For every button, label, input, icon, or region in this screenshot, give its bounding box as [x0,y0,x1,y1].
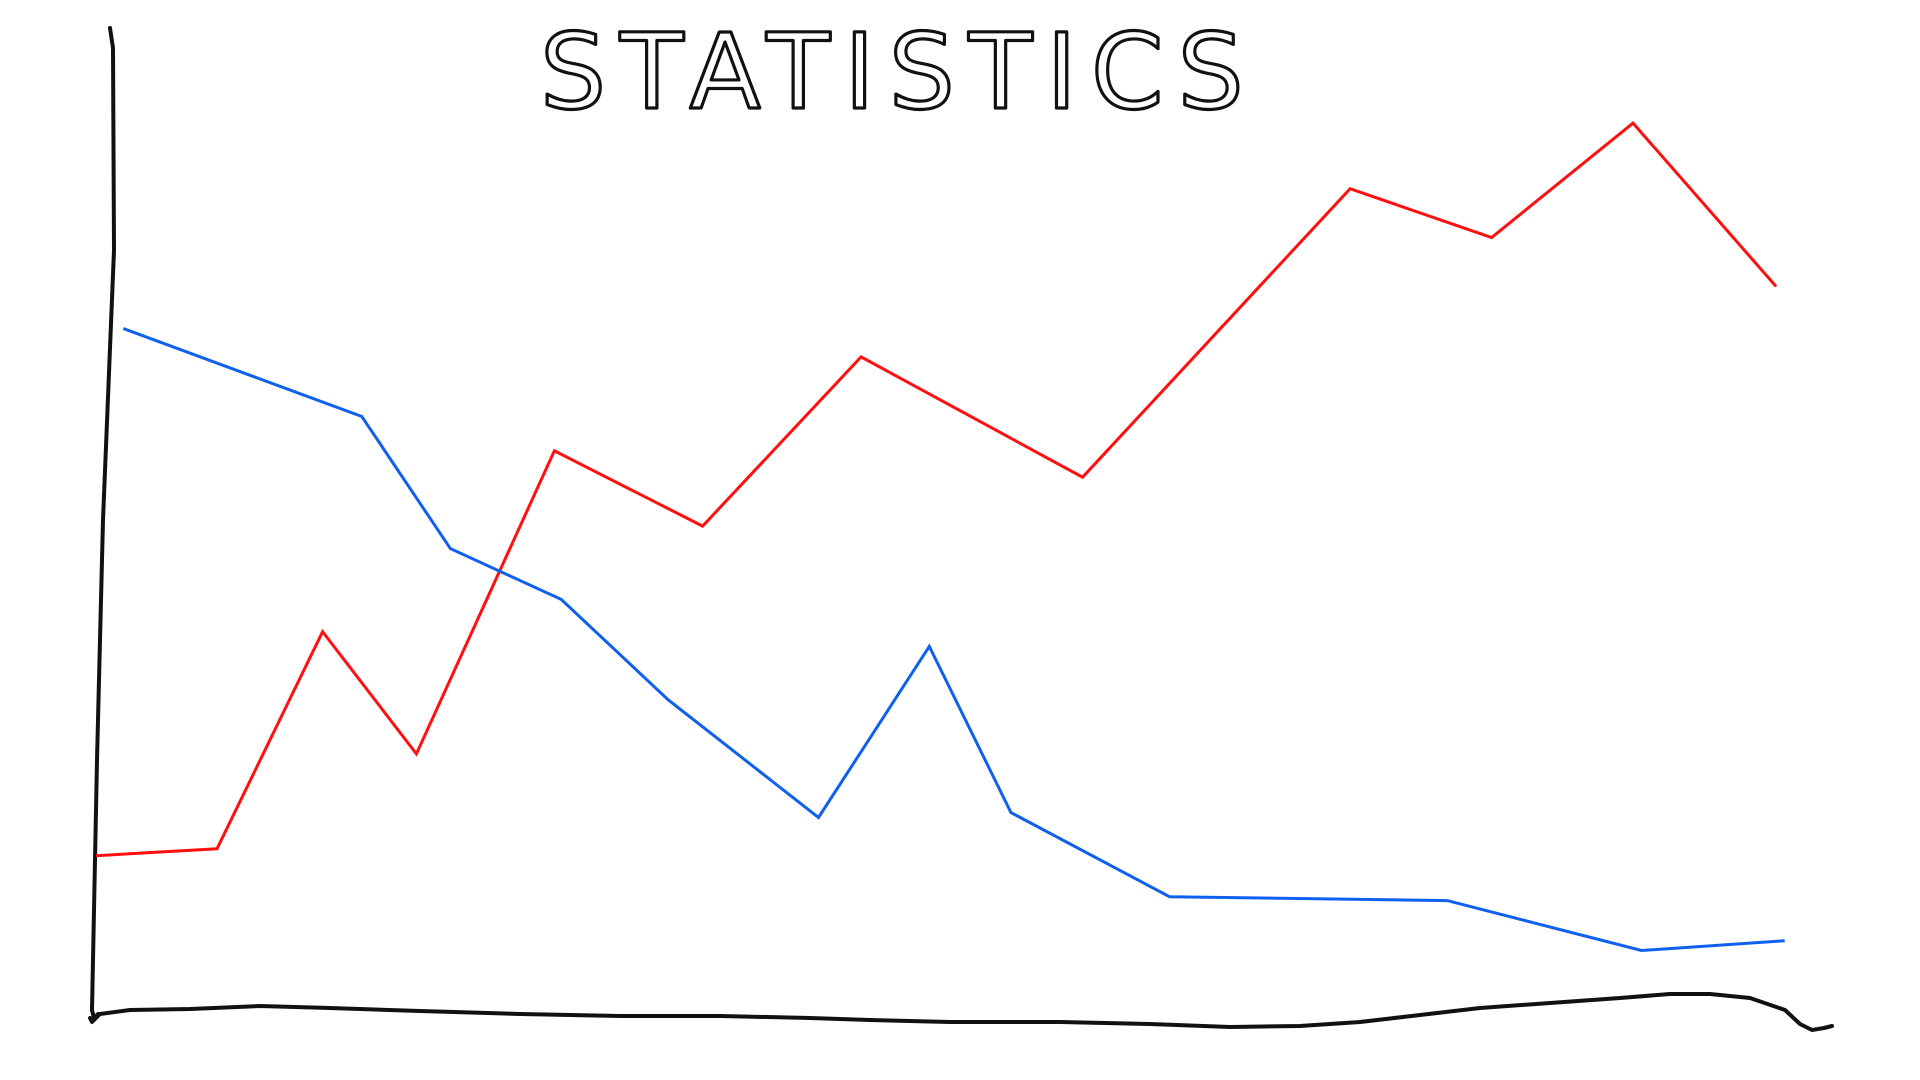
chart-title: STATISTICS [540,11,1258,133]
series-2 [122,327,1785,953]
series-1 [95,121,1778,858]
series-2-line [122,327,1785,953]
series-layer [95,121,1785,953]
series-1-line [95,121,1778,858]
y-axis-line [90,26,116,1020]
x-axis-line [88,992,1834,1032]
